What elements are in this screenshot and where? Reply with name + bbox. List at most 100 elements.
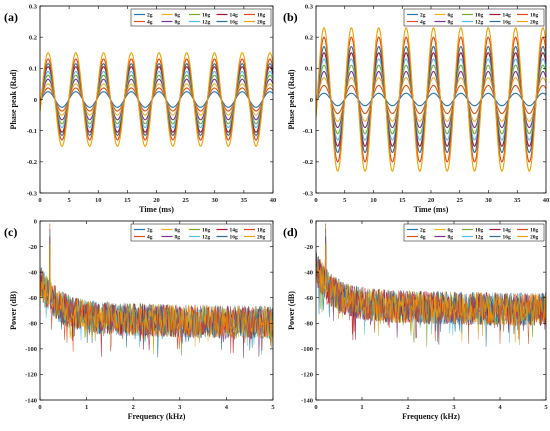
y-tick-label: -100 [301, 346, 313, 353]
legend-entry: 14g [503, 13, 512, 19]
y-tick-label: 0.1 [29, 66, 37, 73]
y-tick-label: 0.1 [305, 66, 313, 73]
legend-entry: 4g [420, 20, 426, 26]
legend-entry: 2g [147, 228, 153, 234]
series-line-6g [316, 226, 546, 343]
legend-entry: 16g [503, 235, 512, 241]
series-line-4g [316, 223, 546, 344]
series-line-20g [40, 52, 273, 147]
y-tick-label: -140 [25, 397, 37, 404]
x-tick-label: 1 [85, 404, 88, 411]
x-tick-label: 4 [498, 404, 502, 411]
legend-entry: 10g [202, 13, 211, 19]
series-group [40, 52, 273, 147]
legend-entry: 6g [175, 228, 181, 234]
x-tick-label: 15 [124, 197, 131, 204]
x-tick-label: 0 [38, 404, 41, 411]
legend-entry: 4g [420, 235, 426, 241]
x-tick-label: 0 [38, 197, 41, 204]
x-tick-label: 25 [457, 197, 464, 204]
y-tick-label: 0.2 [29, 34, 37, 41]
x-axis-label: Frequency (kHz) [128, 412, 186, 421]
x-tick-label: 20 [153, 197, 160, 204]
x-axis-label: Time (ms) [139, 205, 174, 214]
x-axis-label: Time (ms) [414, 205, 449, 214]
y-tick-label: -0.1 [27, 128, 37, 135]
x-tick-label: 2 [406, 404, 409, 411]
legend-entry: 2g [420, 228, 426, 234]
series-line-18g [40, 241, 273, 354]
y-tick-label: -60 [304, 295, 313, 302]
legend-entry: 12g [202, 235, 211, 241]
panel-b: (b) 0 5 10 15 20 25 30 35 40 -0.3 -0.2 -0.1 0 0.1 0.2 0.… [283, 3, 549, 214]
x-tick-label: 3 [178, 404, 182, 411]
y-tick-label: -0.2 [303, 159, 313, 166]
y-axis-label: Phase peak (Rad) [287, 69, 296, 129]
legend-entry: 18g [257, 228, 266, 234]
legend-entry: 8g [175, 20, 181, 26]
series-line-20g [316, 27, 546, 172]
y-tick-label: 0 [310, 97, 313, 104]
legend-entry: 10g [475, 13, 484, 19]
x-tick-label: 4 [225, 404, 229, 411]
legend-entry: 14g [230, 13, 239, 19]
x-tick-label: 30 [212, 197, 219, 204]
legend-entry: 18g [530, 13, 539, 19]
y-tick-label: 0.3 [29, 3, 38, 10]
series-line-2g [316, 92, 546, 107]
series-line-8g [40, 228, 273, 359]
y-tick-label: -60 [28, 295, 37, 302]
series-line-14g [40, 236, 273, 357]
legend-entry: 8g [448, 20, 454, 26]
x-tick-label: 15 [399, 197, 406, 204]
y-tick-label: -140 [301, 397, 313, 404]
x-axis-label: Frequency (kHz) [402, 412, 460, 421]
legend-entry: 12g [475, 235, 484, 241]
panel-label: (b) [283, 10, 298, 24]
y-tick-label: -20 [304, 244, 313, 251]
y-tick-label: -120 [301, 372, 313, 379]
series-line-20g [40, 244, 273, 355]
series-line-2g [40, 223, 273, 358]
x-tick-label: 10 [370, 197, 377, 204]
x-tick-label: 3 [452, 404, 456, 411]
plot-frame [315, 5, 547, 194]
legend-entry: 8g [175, 235, 181, 241]
x-tick-label: 20 [428, 197, 435, 204]
panel-c: (c) 0 1 2 3 4 5 -140 -120 -100 -80 -60 -40 -20 0 Freque… [4, 218, 275, 421]
x-tick-label: 0 [314, 197, 317, 204]
series-group [316, 27, 546, 172]
panel-d: (d) 0 1 2 3 4 5 -140 -120 -100 -80 -60 -40 -20 0 Freque… [283, 218, 548, 421]
series-line-4g [40, 223, 273, 356]
legend-entry: 6g [448, 13, 454, 19]
y-tick-label: 0 [34, 218, 37, 225]
legend-entry: 2g [147, 13, 153, 19]
series-line-4g [316, 84, 546, 115]
panel-a: (a) 0 5 10 15 20 25 30 35 40 -0.3 -0.2 -0.1 0 0.1 0.2 0.… [4, 3, 276, 214]
series-line-2g [40, 91, 273, 108]
legend-entry: 6g [448, 228, 454, 234]
legend-entry: 4g [147, 20, 153, 26]
legend-entry: 4g [147, 235, 153, 241]
series-group [316, 223, 546, 347]
legend-entry: 6g [175, 13, 181, 19]
x-tick-label: 5 [271, 404, 275, 411]
y-tick-label: -0.1 [303, 128, 313, 135]
y-tick-label: -0.3 [27, 190, 38, 197]
x-tick-label: 40 [543, 197, 550, 204]
y-tick-label: -120 [25, 372, 37, 379]
y-tick-label: 0 [34, 97, 37, 104]
legend-entry: 2g [420, 13, 426, 19]
x-tick-label: 40 [270, 197, 277, 204]
x-tick-label: 25 [182, 197, 189, 204]
legend-entry: 10g [475, 228, 484, 234]
x-tick-label: 1 [360, 404, 363, 411]
y-tick-label: 0 [310, 218, 313, 225]
y-tick-label: -40 [304, 269, 313, 276]
y-tick-label: 0.3 [305, 3, 314, 10]
legend-entry: 10g [202, 228, 211, 234]
legend-entry: 14g [230, 228, 239, 234]
series-line-10g [40, 231, 273, 349]
legend-entry: 18g [530, 228, 539, 234]
